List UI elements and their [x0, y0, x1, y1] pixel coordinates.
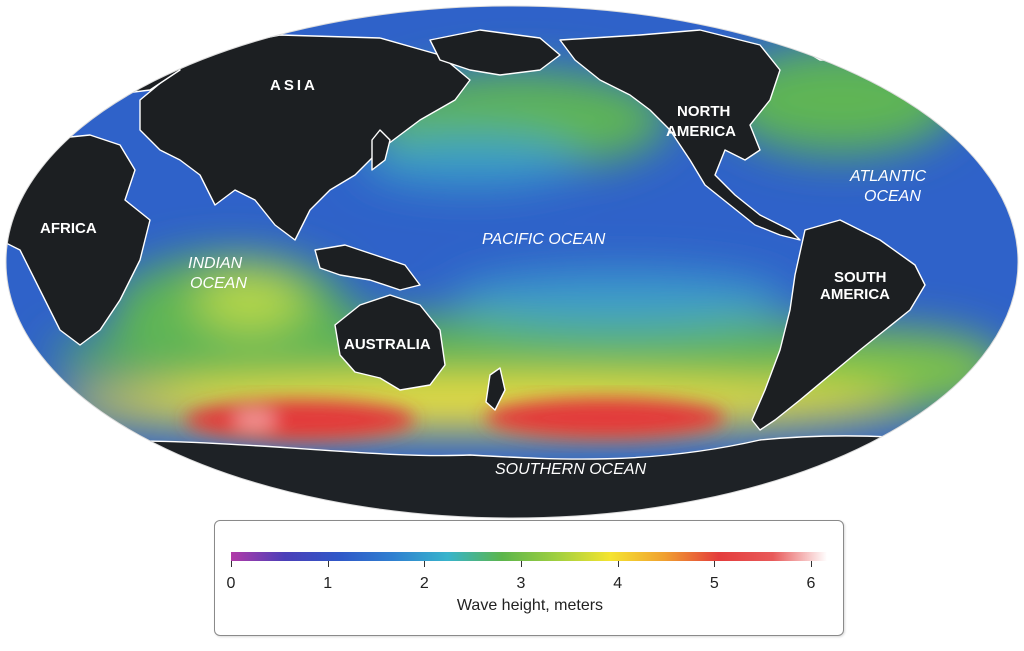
- southeast-asia-islands: [314, 244, 421, 291]
- north-america-landmass: [559, 29, 801, 241]
- new-zealand: [485, 367, 506, 411]
- pacific-ocean-label: PACIFIC OCEAN: [482, 231, 606, 248]
- legend-title: Wave height, meters: [456, 597, 604, 614]
- africa-label: AFRICA: [40, 220, 97, 237]
- africa-landmass: [6, 134, 151, 346]
- globe: ASIA AFRICA NORTH AMERICA SOUTH AMERICA …: [6, 6, 1018, 518]
- indian-ocean-label-line2: OCEAN: [190, 275, 247, 292]
- indian-ocean-yellow: [195, 270, 305, 330]
- southern-band-green: [50, 315, 990, 395]
- north-america-label-line1: NORTH: [677, 103, 730, 120]
- south-pacific-teal: [450, 272, 790, 328]
- legend-tick-mark: [617, 561, 619, 567]
- southern-ocean-label: SOUTHERN OCEAN: [495, 461, 647, 478]
- south-america-label-line2: AMERICA: [820, 286, 890, 303]
- legend-tick-label: 6: [806, 575, 816, 592]
- legend-ticks: 0 1 2 3 4 5 6: [215, 561, 845, 631]
- wave-height-legend: 0 1 2 3 4 5 6 Wave height, meters: [214, 520, 844, 636]
- land-labels: ASIA AFRICA NORTH AMERICA SOUTH AMERICA …: [40, 77, 890, 353]
- wave-height-peaks: [185, 398, 725, 440]
- legend-tick-mark: [521, 561, 522, 567]
- asia-landmass: [139, 34, 471, 241]
- australia-landmass: [334, 294, 446, 391]
- globe-outline: [5, 5, 1019, 519]
- legend-tick-mark: [714, 561, 716, 567]
- north-america-label-line2: AMERICA: [666, 123, 736, 140]
- south-america-label-line1: SOUTH: [834, 269, 887, 286]
- indian-ocean-label-line1: INDIAN: [188, 255, 243, 272]
- legend-tick-label: 5: [709, 575, 719, 592]
- legend-tick-mark: [424, 561, 426, 567]
- australia-label: AUSTRALIA: [344, 336, 431, 353]
- legend-tick-label: 1: [323, 575, 333, 592]
- asia-label: ASIA: [270, 77, 318, 94]
- asia-northeast: [429, 29, 561, 76]
- north-pacific-teal: [360, 135, 580, 185]
- legend-tick-label: 4: [613, 575, 623, 592]
- legend-tick-label: 2: [419, 575, 429, 592]
- south-indian-peak: [233, 412, 277, 428]
- legend-tick-label: 3: [516, 575, 526, 592]
- japan-island: [371, 129, 391, 171]
- ocean-labels: PACIFIC OCEAN INDIAN OCEAN ATLANTIC OCEA…: [188, 168, 927, 478]
- legend-tick-mark: [327, 561, 329, 567]
- south-america-landmass: [751, 219, 926, 431]
- south-pacific-red-zone: [485, 398, 725, 438]
- atlantic-ocean-label-line1: ATLANTIC: [849, 168, 927, 185]
- atlantic-ocean-label-line2: OCEAN: [864, 188, 921, 205]
- legend-tick-mark: [811, 561, 812, 567]
- legend-tick-mark: [231, 561, 232, 567]
- color-scale-bar: [231, 552, 827, 561]
- legend-tick-label: 0: [226, 575, 236, 592]
- south-indian-red-zone: [185, 400, 415, 440]
